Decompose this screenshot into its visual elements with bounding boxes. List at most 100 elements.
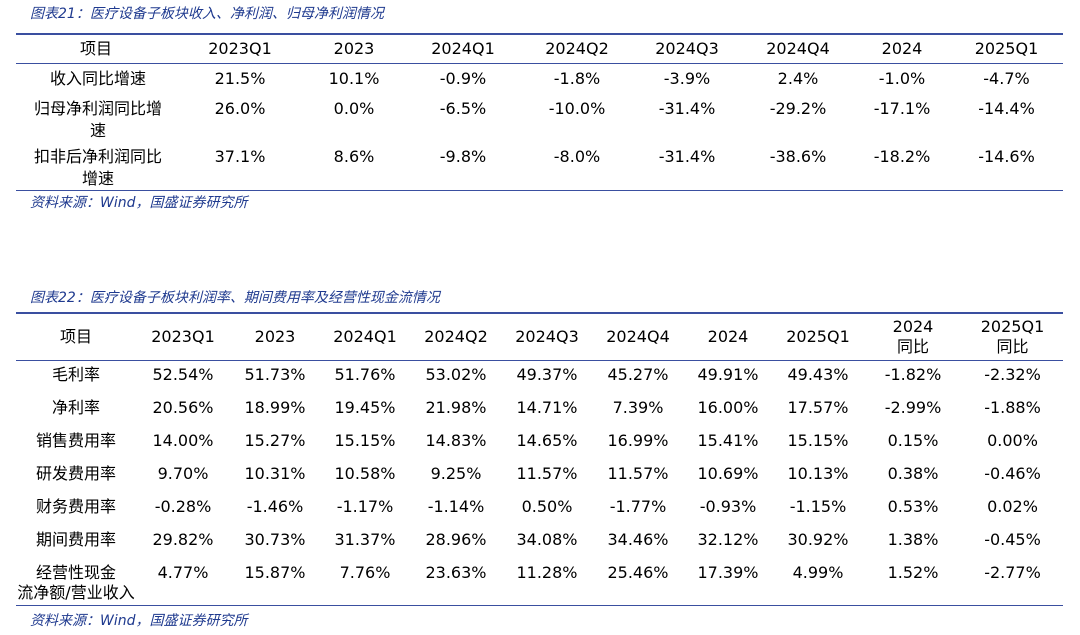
table-cell: 49.37% [516,365,578,384]
table-cell: 0.15% [887,430,939,450]
table-cell: 52.54% [152,365,214,384]
table-cell: 20.56% [152,397,214,417]
row-label: 研发费用率 [35,463,116,483]
table-cell: 14.83% [425,430,487,450]
table-row: 归母净利润同比增速 26.0% 0.0% -6.5% -10.0% -31.4% -29.2… [16,94,1063,142]
table-cell: -0.9% [439,69,487,88]
column-header: 2023Q1 [136,313,230,361]
table-cell: 7.76% [339,562,391,582]
table-cell: -31.4% [658,98,716,118]
table-cell: -14.6% [978,146,1035,166]
table-cell: -1.14% [427,496,485,516]
table-cell: 15.41% [697,430,759,450]
column-header: 2025Q1 [772,313,864,361]
table-cell: 26.0% [214,98,266,118]
column-header: 2024Q1 [404,34,522,64]
table-row: 扣非后净利润同比 增速 37.1% 8.6% -9.8% -8.0% -31.4% -38.6… [16,142,1063,191]
table-cell: -10.0% [548,98,606,118]
table-cell: -1.8% [553,69,601,88]
row-label: 净利率 [51,397,100,417]
table-cell: -18.2% [873,146,931,166]
table-cell: 49.91% [697,365,759,384]
table-cell: -1.88% [984,397,1041,417]
column-header: 2023 [304,34,404,64]
table-cell: 34.46% [607,529,669,549]
column-header: 2024Q2 [522,34,632,64]
row-label: 经营性现金 流净额/营业收入 [17,562,135,602]
table-cell: 2.4% [777,69,819,88]
table-cell: 0.02% [987,496,1038,516]
table-cell: 10.1% [328,69,380,88]
table-cell: 21.98% [425,397,487,417]
table-cell: -3.9% [663,69,711,88]
table-cell: -1.0% [878,69,926,88]
table-cell: 0.00% [987,430,1038,450]
table-cell: -17.1% [873,98,931,118]
table-cell: 10.58% [334,463,396,483]
column-header: 2024Q3 [632,34,742,64]
table1-source-note: 资料来源：Wind，国盛证券研究所 [30,195,248,211]
table-cell: 31.37% [334,529,396,549]
table-row: 期间费用率 29.82% 30.73% 31.37% 28.96% 34.08% 34.46… [16,526,1063,559]
row-label: 毛利率 [51,365,100,384]
table-cell: 11.57% [607,463,669,483]
table-cell: 19.45% [334,397,396,417]
table-cell: 53.02% [425,365,487,384]
table-cell: 45.27% [607,365,669,384]
table-cell: -6.5% [439,98,487,118]
table-cell: -0.46% [984,463,1041,483]
table2-caption: 图表22：医疗设备子板块利润率、期间费用率及经营性现金流情况 [30,290,440,306]
table-cell: -29.2% [769,98,827,118]
table-cell: -4.7% [983,69,1030,88]
row-label: 扣非后净利润同比 增速 [33,146,162,188]
table-cell: 1.52% [887,562,939,582]
table-cell: 18.99% [244,397,306,417]
table-cell: -2.32% [984,365,1041,384]
table-cell: 15.15% [334,430,396,450]
row-label: 期间费用率 [35,529,116,549]
table-cell: 14.71% [516,397,578,417]
column-header: 2024 [854,34,950,64]
table-cell: 28.96% [425,529,487,549]
table-cell: 0.53% [887,496,939,516]
table-cell: -9.8% [439,146,487,166]
table-cell: 32.12% [697,529,759,549]
table-cell: -1.77% [609,496,667,516]
table-cell: 25.46% [607,562,669,582]
table-cell: 15.27% [244,430,306,450]
table-cell: 10.13% [787,463,849,483]
table-header-row: 项目 2023Q1 2023 2024Q1 2024Q2 2024Q3 2024Q4 2024… [16,34,1063,64]
revenue-profit-table: 项目 2023Q1 2023 2024Q1 2024Q2 2024Q3 2024Q4 2024… [16,33,1063,191]
table-row: 净利率 20.56% 18.99% 19.45% 21.98% 14.71% 7.39% 16… [16,394,1063,427]
table-cell: 4.99% [792,562,844,582]
table-cell: 14.65% [516,430,578,450]
table-cell: -0.93% [699,496,757,516]
column-header-item: 项目 [16,313,136,361]
table-cell: -2.99% [884,397,942,417]
table-cell: 15.15% [787,430,849,450]
column-header: 2024Q3 [502,313,592,361]
table-cell: 1.38% [887,529,939,549]
column-header: 2024Q4 [742,34,854,64]
table-cell: 10.69% [697,463,759,483]
table-cell: 16.00% [697,397,759,417]
table-cell: 34.08% [516,529,578,549]
column-header: 2024 [684,313,772,361]
table-cell: 17.39% [697,562,759,582]
table-row: 销售费用率 14.00% 15.27% 15.15% 14.83% 14.65% 16.99… [16,427,1063,460]
table-cell: 0.38% [887,463,939,483]
table-cell: 30.73% [244,529,306,549]
table-cell: 0.50% [521,496,573,516]
table-cell: 29.82% [152,529,214,549]
margin-expense-table: 项目 2023Q1 2023 2024Q1 2024Q2 2024Q3 2024Q4 2024… [16,312,1063,606]
column-header: 2023Q1 [176,34,304,64]
column-header-item: 项目 [16,34,176,64]
table1-caption: 图表21：医疗设备子板块收入、净利润、归母净利润情况 [30,6,384,22]
table-cell: -2.77% [984,562,1041,582]
table-row: 毛利率 52.54% 51.73% 51.76% 53.02% 49.37% 45.27% 4… [16,361,1063,394]
column-header: 2025Q1 [950,34,1063,64]
table-row: 财务费用率 -0.28% -1.46% -1.17% -1.14% 0.50% -1.77%… [16,493,1063,526]
table-cell: -0.28% [154,496,212,516]
table-cell: 17.57% [787,397,849,417]
table-cell: 51.73% [244,365,306,384]
